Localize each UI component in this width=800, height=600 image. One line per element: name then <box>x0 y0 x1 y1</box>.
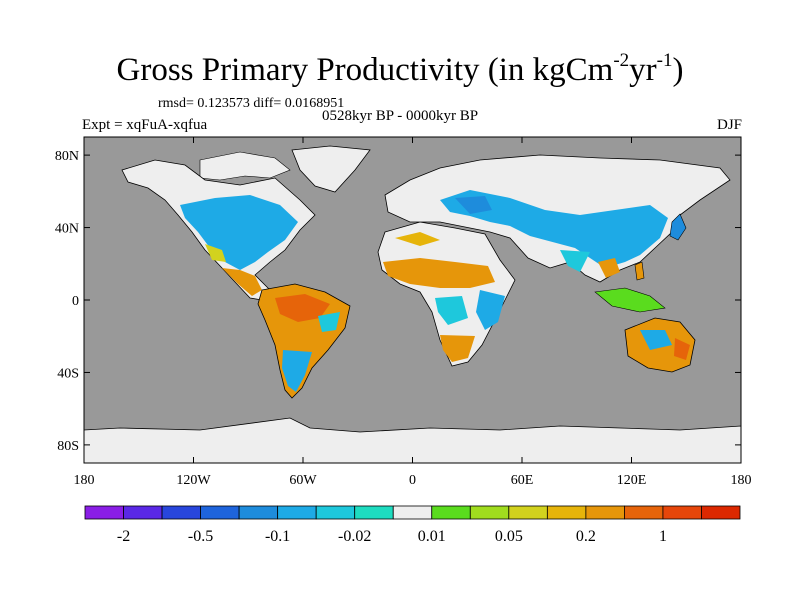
colorbar-label: -0.5 <box>188 528 213 545</box>
colorbar-label: 1 <box>659 528 667 545</box>
africa-central-mix <box>435 296 468 325</box>
europe-decline-core <box>455 196 492 214</box>
lon-tick-label: 180 <box>74 473 95 488</box>
latitude-ticks: 80N 40N 0 40S 80S <box>55 149 741 454</box>
greenland-landmass <box>291 145 371 193</box>
colorbar-swatch <box>508 505 548 520</box>
colorbar-swatch <box>315 505 356 520</box>
south-america-east-patch <box>318 312 340 332</box>
colorbar-label: -0.02 <box>338 528 371 545</box>
colorbar-swatch <box>469 505 510 520</box>
lat-tick-label: 0 <box>72 294 79 309</box>
lon-tick-label: 120W <box>176 473 211 488</box>
colorbar-swatch <box>200 505 240 520</box>
colorbar-swatch <box>662 505 702 520</box>
north-america-gain-patch <box>205 244 226 262</box>
india-decline <box>560 250 590 272</box>
lon-tick-label: 60W <box>289 473 317 488</box>
colorbar-swatch <box>546 505 587 520</box>
maritime-asia-islands <box>594 287 666 313</box>
colorbar-label: 0.01 <box>418 528 446 545</box>
north-america-vegetation <box>180 195 298 270</box>
colorbar-label: 0.2 <box>576 528 596 545</box>
lon-tick-label: 180 <box>731 473 752 488</box>
colorbar-label: -0.1 <box>265 528 290 545</box>
lon-tick-label: 0 <box>409 473 416 488</box>
arctic-canada-landmass <box>199 151 291 181</box>
lon-tick-label: 60E <box>511 473 534 488</box>
north-america-south-gain <box>222 268 262 296</box>
colorbar-swatch <box>123 505 163 520</box>
colorbar-label: 0.05 <box>495 528 523 545</box>
africa-east-decline <box>476 290 505 330</box>
philippines-gain <box>634 261 645 281</box>
colorbar-swatch <box>277 505 317 520</box>
australia-east-gain <box>674 338 690 360</box>
colorbar-swatch <box>624 505 664 520</box>
japan-landmass <box>669 213 687 241</box>
southeast-asia-gain <box>598 258 620 278</box>
colorbar-label: -2 <box>117 528 130 545</box>
lon-tick-label: 120E <box>617 473 647 488</box>
eurasia-vegetation <box>440 190 668 268</box>
south-america-amazon-core <box>275 294 330 322</box>
colorbar-swatch <box>354 505 394 520</box>
colorbar-swatch <box>161 505 201 520</box>
colorbar: -2 -0.5 -0.1 -0.02 0.01 0.05 0.2 1 <box>84 505 741 545</box>
plot-title: Gross Primary Productivity (in kgCm-2yr-… <box>116 50 684 88</box>
stats-label: rmsd= 0.123573 diff= 0.0168951 <box>158 96 345 111</box>
lat-tick-label: 80S <box>57 439 79 454</box>
colorbar-swatch <box>392 505 433 520</box>
period-label: 0528kyr BP - 0000kyr BP <box>322 108 479 124</box>
season-label: DJF <box>716 117 742 133</box>
africa-landmass <box>377 221 516 367</box>
colorbar-swatch <box>431 505 471 520</box>
colorbar-swatch <box>585 505 625 520</box>
experiment-label: Expt = xqFuA-xqfua <box>82 117 208 133</box>
antarctica-landmass <box>84 417 741 463</box>
south-america-south-decline <box>282 350 312 392</box>
lat-tick-label: 40N <box>55 222 79 237</box>
longitude-ticks: 180 120W 60W 0 60E 120E 180 <box>74 137 752 488</box>
africa-north-gain <box>395 232 440 246</box>
lat-tick-label: 40S <box>57 366 79 381</box>
colorbar-swatch <box>701 505 741 520</box>
australia-decline <box>640 330 672 350</box>
africa-south-gain <box>440 335 475 362</box>
africa-sahel-gain <box>383 258 495 288</box>
colorbar-swatch <box>84 505 124 520</box>
lat-tick-label: 80N <box>55 149 79 164</box>
colorbar-swatch <box>238 505 279 520</box>
